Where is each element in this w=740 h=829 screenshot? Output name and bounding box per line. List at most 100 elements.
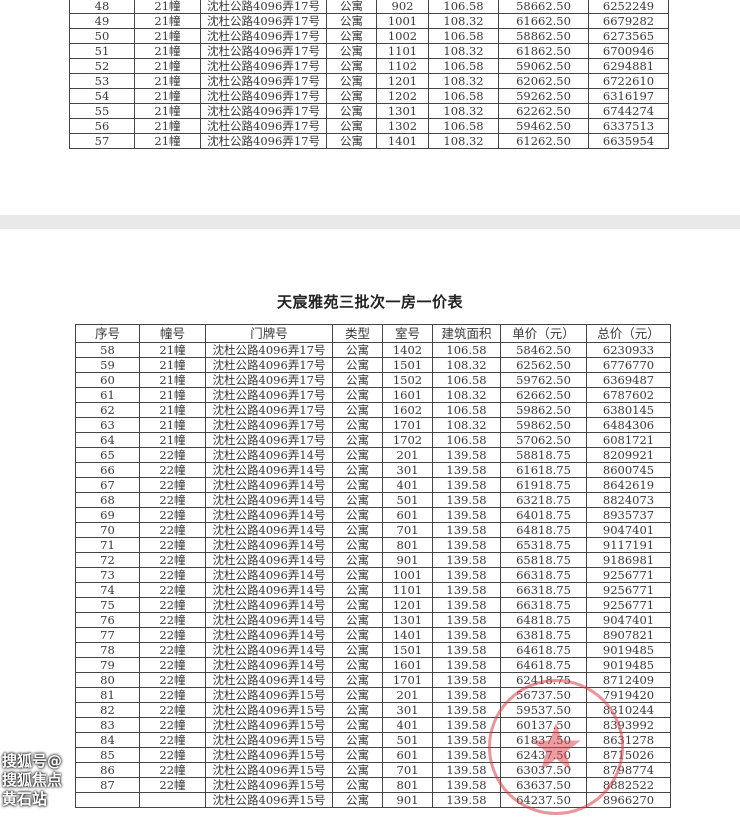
table-cell: 22幢 xyxy=(139,597,206,613)
table-cell: 77 xyxy=(75,627,140,643)
table-title: 天宸雅苑三批次一房一价表 xyxy=(276,293,463,311)
table-cell: 8907821 xyxy=(586,627,671,643)
table-cell: 沈杜公路4096弄15号 xyxy=(205,687,333,703)
table-row: 63 21幢 沈杜公路4096弄17号 公寓 1701 108.32 59862.50 648… xyxy=(75,417,671,433)
table-cell: 21幢 xyxy=(134,133,201,149)
table-row: 68 22幢 沈杜公路4096弄14号 公寓 501 139.58 63218.75 8824… xyxy=(75,492,671,508)
table-cell: 21幢 xyxy=(134,58,201,74)
table-cell: 61618.75 xyxy=(500,462,587,478)
table-cell: 公寓 xyxy=(332,492,383,508)
table-cell: 61862.50 xyxy=(498,43,589,59)
table-cell: 公寓 xyxy=(332,372,383,388)
column-header: 门牌号 xyxy=(205,324,333,343)
table-cell: 公寓 xyxy=(332,732,383,748)
table-cell: 1002 xyxy=(376,28,429,44)
table-row: 70 22幢 沈杜公路4096弄14号 公寓 701 139.58 64818.75 9047… xyxy=(75,522,671,538)
table-cell: 86 xyxy=(75,762,140,778)
table-cell: 公寓 xyxy=(326,28,377,44)
table-cell: 6380145 xyxy=(586,402,671,418)
table-cell: 52 xyxy=(69,58,135,74)
table-cell: 22幢 xyxy=(139,687,206,703)
table-cell: 沈杜公路4096弄17号 xyxy=(200,73,327,89)
table-cell: 沈杜公路4096弄17号 xyxy=(200,103,327,119)
table-cell: 59862.50 xyxy=(500,417,587,433)
table-cell: 62562.50 xyxy=(500,357,587,373)
table-cell: 58662.50 xyxy=(498,0,589,14)
table-cell: 沈杜公路4096弄14号 xyxy=(205,672,333,688)
table-cell: 沈杜公路4096弄14号 xyxy=(205,492,333,508)
table-cell: 106.58 xyxy=(432,402,501,418)
table-cell: 公寓 xyxy=(332,507,383,523)
table-cell: 公寓 xyxy=(332,342,383,358)
table-row: 71 22幢 沈杜公路4096弄14号 公寓 801 139.58 65318.75 9117… xyxy=(75,537,671,553)
table-row: 60 21幢 沈杜公路4096弄17号 公寓 1502 106.58 59762.50 636… xyxy=(75,372,671,388)
table-cell: 66318.75 xyxy=(500,582,587,598)
table-cell: 沈杜公路4096弄17号 xyxy=(205,432,333,448)
table-cell: 公寓 xyxy=(326,73,377,89)
table-row: 79 22幢 沈杜公路4096弄14号 公寓 1601 139.58 64618.75 901… xyxy=(75,657,671,673)
table-cell: 64 xyxy=(75,432,140,448)
table-cell: 沈杜公路4096弄14号 xyxy=(205,477,333,493)
table-row: 55 21幢 沈杜公路4096弄17号 公寓 1301 108.32 62262.50 674… xyxy=(69,103,669,119)
table-cell: 106.58 xyxy=(432,432,501,448)
table-cell: 公寓 xyxy=(332,462,383,478)
table-cell: 106.58 xyxy=(432,372,501,388)
table-cell: 公寓 xyxy=(332,777,383,793)
table-cell: 66318.75 xyxy=(500,597,587,613)
table-cell: 沈杜公路4096弄15号 xyxy=(205,702,333,718)
table-cell: 9256771 xyxy=(586,567,671,583)
table-row: 67 22幢 沈杜公路4096弄14号 公寓 401 139.58 61918.75 8642… xyxy=(75,477,671,493)
table-cell: 1601 xyxy=(382,657,433,673)
table-cell: 139.58 xyxy=(432,582,501,598)
table-cell: 22幢 xyxy=(139,552,206,568)
table-cell: 60137.50 xyxy=(500,717,587,733)
table-cell: 59537.50 xyxy=(500,702,587,718)
table-cell: 22幢 xyxy=(139,567,206,583)
table-cell: 59062.50 xyxy=(498,58,589,74)
table-cell: 21幢 xyxy=(139,342,206,358)
table-cell: 22幢 xyxy=(139,717,206,733)
table-cell: 22幢 xyxy=(139,762,206,778)
table-cell: 沈杜公路4096弄15号 xyxy=(205,792,333,808)
table-cell: 沈杜公路4096弄14号 xyxy=(205,642,333,658)
table-cell: 301 xyxy=(382,702,433,718)
table-cell: 22幢 xyxy=(139,537,206,553)
table-cell: 63818.75 xyxy=(500,627,587,643)
table-cell: 公寓 xyxy=(332,432,383,448)
table-cell: 139.58 xyxy=(432,462,501,478)
table-cell: 21幢 xyxy=(139,402,206,418)
column-header: 总价（元） xyxy=(586,324,671,343)
table-cell: 701 xyxy=(382,522,433,538)
table-cell: 9186981 xyxy=(586,552,671,568)
table-cell: 沈杜公路4096弄14号 xyxy=(205,507,333,523)
table-cell: 8310244 xyxy=(586,702,671,718)
table-cell: 106.58 xyxy=(432,342,501,358)
table-cell: 139.58 xyxy=(432,672,501,688)
table-cell: 81 xyxy=(75,687,140,703)
table-cell: 公寓 xyxy=(332,672,383,688)
table-cell: 64237.50 xyxy=(500,792,587,808)
table-cell: 公寓 xyxy=(326,88,377,104)
table-cell: 1001 xyxy=(376,13,429,29)
table-cell: 沈杜公路4096弄15号 xyxy=(205,777,333,793)
table-cell: 64818.75 xyxy=(500,612,587,628)
table-cell: 58818.75 xyxy=(500,447,587,463)
table-row: 51 21幢 沈杜公路4096弄17号 公寓 1101 108.32 61862.50 670… xyxy=(69,43,669,59)
table-cell: 公寓 xyxy=(332,717,383,733)
table-cell: 1201 xyxy=(382,597,433,613)
table-cell: 公寓 xyxy=(332,597,383,613)
table-cell: 22幢 xyxy=(139,657,206,673)
column-header: 序号 xyxy=(75,324,140,343)
table-cell: 6294881 xyxy=(588,58,669,74)
table-cell: 沈杜公路4096弄15号 xyxy=(205,762,333,778)
table-cell: 108.32 xyxy=(432,417,501,433)
table-cell: 沈杜公路4096弄17号 xyxy=(205,387,333,403)
table-cell: 83 xyxy=(75,717,140,733)
table-cell: 公寓 xyxy=(332,417,383,433)
table-cell: 58462.50 xyxy=(500,342,587,358)
table-cell: 沈杜公路4096弄17号 xyxy=(200,58,327,74)
table-cell: 22幢 xyxy=(139,642,206,658)
price-table-continued: 48 21幢 沈杜公路4096弄17号 公寓 902 106.58 58662.50 6252… xyxy=(69,0,669,149)
table-cell: 6369487 xyxy=(586,372,671,388)
table-cell: 公寓 xyxy=(332,792,383,808)
